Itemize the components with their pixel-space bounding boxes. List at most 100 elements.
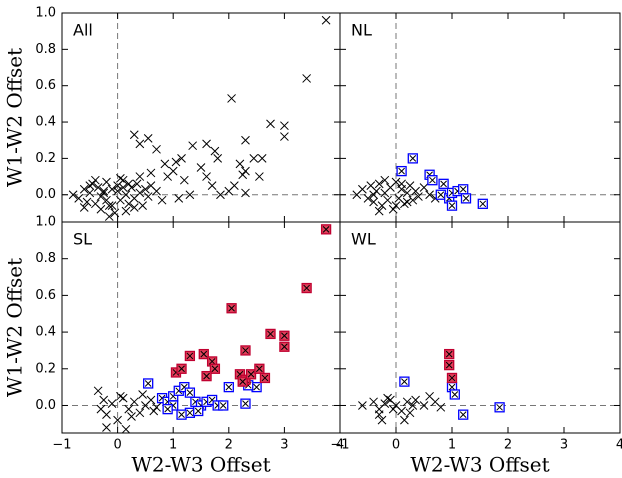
point [179,175,189,185]
y-tick-label: 0.2 [35,361,56,376]
point [259,372,271,384]
marker-x [178,365,185,373]
marker-x [107,184,117,194]
marker-x [102,423,111,432]
marker-x [380,399,390,408]
point [363,194,373,203]
x-tick-label: 4 [616,438,622,453]
point [88,179,97,189]
marker-x [146,395,156,405]
marker-x [261,374,269,382]
marker-x [405,408,415,418]
point [226,303,237,314]
marker-x [425,190,434,200]
point [223,381,234,393]
point [174,194,184,203]
marker-x [241,188,250,198]
point [380,399,390,408]
point [110,208,120,218]
point [251,381,262,393]
marker-x [79,184,89,194]
point [388,204,398,214]
marker-x [377,415,387,425]
y-tick-label: 0.0 [35,398,56,413]
point [257,154,267,163]
point [369,397,378,407]
marker-x [107,201,117,210]
point [104,201,114,210]
point [402,188,412,198]
marker-x [402,397,412,407]
point [160,159,170,169]
marker-x [96,192,106,201]
point [218,400,229,411]
point [240,398,251,409]
marker-x [135,172,145,181]
marker-x [118,393,128,403]
point [198,348,209,360]
marker-x [459,185,467,193]
point [438,178,449,189]
marker-x [207,181,217,191]
marker-x [411,395,420,405]
marker-x [225,383,233,391]
point [377,415,387,425]
point [163,172,172,181]
point [121,190,131,200]
marker-x [496,403,503,411]
marker-x [174,194,184,203]
point [141,184,150,194]
point [171,157,181,167]
point [391,177,401,187]
y-tick-label: 1.0 [35,215,56,230]
marker-x [178,411,185,419]
point [227,94,236,103]
point [407,153,418,164]
point [118,393,128,403]
marker-x [160,159,170,169]
panel-label: WL [351,230,376,249]
marker-x [402,197,412,207]
point [146,395,156,405]
point [207,181,217,191]
marker-x [397,406,406,416]
marker-x [82,197,92,207]
marker-x [132,179,142,189]
marker-x [398,167,405,175]
point [358,184,367,194]
x-tick-label: 0 [113,438,121,453]
marker-x [363,194,373,203]
point [107,399,117,408]
marker-x [135,188,145,198]
marker-x [104,201,114,210]
y-tick-label: 0.2 [35,151,56,166]
point [96,204,106,214]
point [241,135,250,145]
x-axis-label: W2-W3 Offset [131,453,270,477]
marker-x [321,15,331,25]
point [369,197,378,207]
point [124,404,134,414]
point [396,165,407,177]
point [402,197,412,207]
marker-x [479,200,487,208]
marker-x [230,181,239,191]
point [138,390,147,399]
point [458,409,469,420]
point [129,130,139,140]
marker-x [437,191,445,199]
point [280,132,289,141]
x-tick-label: 1 [169,438,177,453]
x-tick-label: 4 [336,438,344,453]
point [184,350,196,362]
point [279,330,290,341]
point [397,406,406,416]
point [266,119,275,129]
point [135,408,145,418]
y-tick-label: 0.6 [35,288,56,303]
point [446,372,458,384]
point [206,394,218,406]
marker-x [401,378,408,385]
marker-x [281,343,288,351]
point [213,154,223,163]
